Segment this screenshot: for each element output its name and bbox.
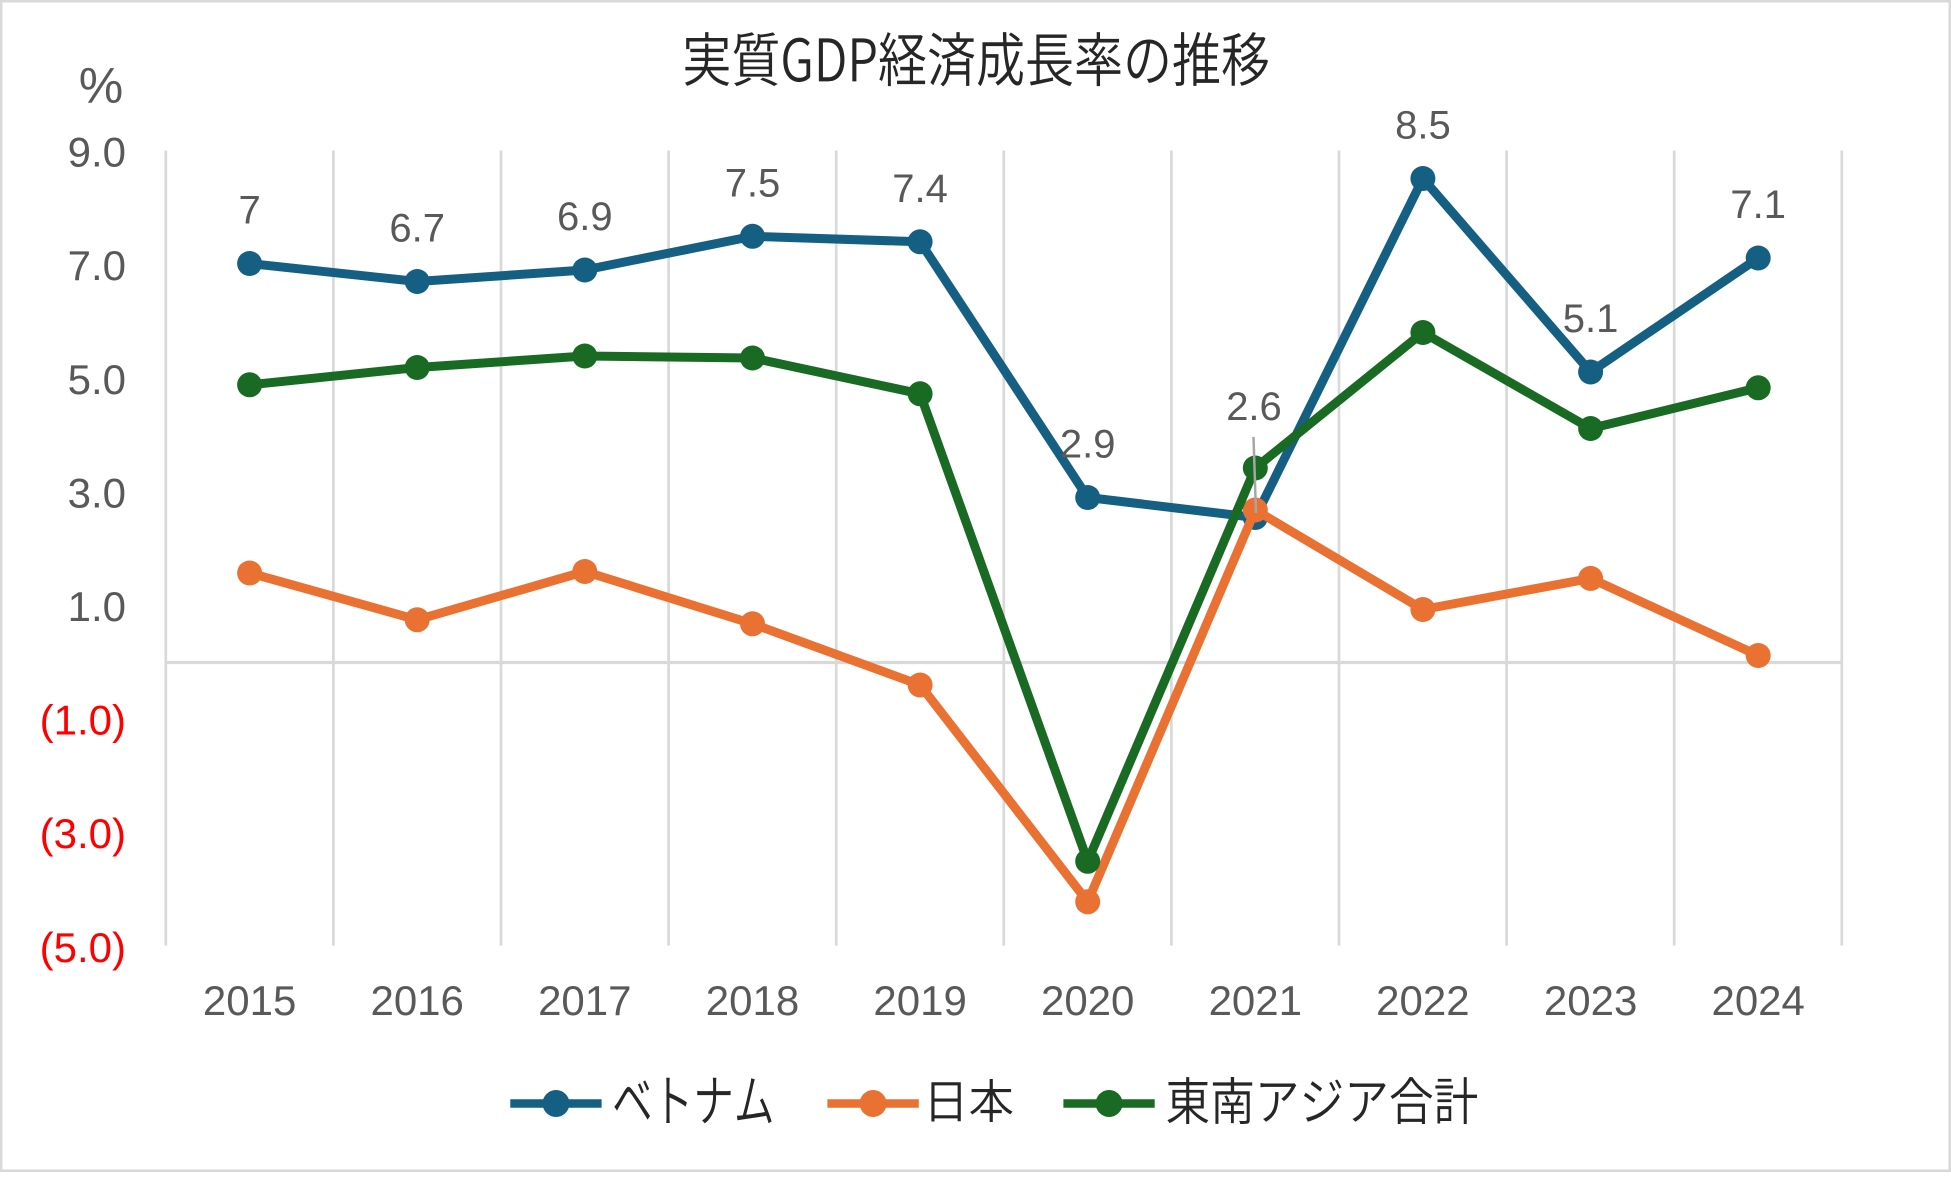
svg-text:2023: 2023 bbox=[1544, 977, 1637, 1024]
svg-text:3.0: 3.0 bbox=[68, 469, 126, 516]
svg-text:2019: 2019 bbox=[873, 977, 966, 1024]
svg-text:%: % bbox=[79, 58, 123, 114]
svg-text:8.5: 8.5 bbox=[1395, 104, 1451, 148]
svg-text:7.1: 7.1 bbox=[1730, 183, 1786, 227]
svg-text:(1.0): (1.0) bbox=[40, 697, 126, 744]
svg-text:2.6: 2.6 bbox=[1226, 385, 1282, 429]
svg-text:6.7: 6.7 bbox=[389, 207, 445, 251]
svg-text:2016: 2016 bbox=[370, 977, 463, 1024]
svg-text:7: 7 bbox=[238, 189, 260, 233]
svg-text:2022: 2022 bbox=[1376, 977, 1469, 1024]
svg-text:7.4: 7.4 bbox=[892, 167, 948, 211]
svg-text:2020: 2020 bbox=[1041, 977, 1134, 1024]
svg-text:2024: 2024 bbox=[1711, 977, 1804, 1024]
svg-text:2017: 2017 bbox=[538, 977, 631, 1024]
svg-text:7.5: 7.5 bbox=[725, 161, 781, 205]
svg-text:7.0: 7.0 bbox=[68, 242, 126, 289]
svg-text:(5.0): (5.0) bbox=[40, 924, 126, 971]
svg-text:2018: 2018 bbox=[706, 977, 799, 1024]
svg-text:(3.0): (3.0) bbox=[40, 810, 126, 857]
svg-text:5.0: 5.0 bbox=[68, 356, 126, 403]
svg-text:1.0: 1.0 bbox=[68, 583, 126, 630]
svg-text:2015: 2015 bbox=[203, 977, 296, 1024]
svg-text:2.9: 2.9 bbox=[1060, 423, 1116, 467]
svg-text:2021: 2021 bbox=[1209, 977, 1302, 1024]
svg-text:5.1: 5.1 bbox=[1563, 297, 1619, 341]
svg-text:9.0: 9.0 bbox=[68, 129, 126, 176]
svg-text:6.9: 6.9 bbox=[557, 195, 613, 239]
